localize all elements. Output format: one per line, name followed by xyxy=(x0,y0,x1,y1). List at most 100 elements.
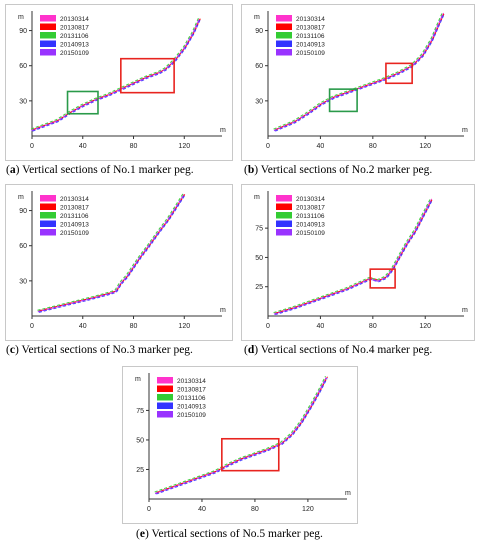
y-tick-label: 25 xyxy=(255,284,263,291)
legend-label: 20131106 xyxy=(60,33,89,40)
caption-label-e: e xyxy=(139,528,145,540)
legend-swatch xyxy=(40,40,56,47)
series-line-20140913 xyxy=(32,19,201,132)
series-line-20150109 xyxy=(37,194,185,313)
highlight-box-green xyxy=(328,88,358,113)
legend-label: 20130314 xyxy=(177,378,206,385)
y-tick-label: 75 xyxy=(255,226,263,233)
panel-d: 0 40 80 120 25 50 75 m m 20130314 20130817 20131106… xyxy=(241,184,475,341)
x-axis-label: m xyxy=(462,307,468,314)
legend-label: 20150109 xyxy=(60,50,89,57)
x-tick-label: 40 xyxy=(79,323,87,330)
legend-swatch xyxy=(276,229,292,236)
legend-label: 20130314 xyxy=(296,16,325,23)
highlight-box-red xyxy=(385,62,413,85)
highlight-box-red xyxy=(369,268,396,289)
x-tick-label: 120 xyxy=(178,323,190,330)
y-axis-label: m xyxy=(18,14,24,21)
x-tick-label: 120 xyxy=(419,143,431,150)
series-line-20130817 xyxy=(156,376,328,494)
legend-swatch xyxy=(40,212,56,219)
caption-label-b: b xyxy=(247,164,255,176)
y-tick-label: 25 xyxy=(136,467,144,474)
legend-label: 20131106 xyxy=(296,33,325,40)
y-tick-label: 50 xyxy=(255,255,263,262)
series-line-20130817 xyxy=(275,12,446,131)
y-tick-label: 60 xyxy=(19,243,27,250)
caption-c: (c) Vertical sections of No.3 marker peg… xyxy=(6,344,193,356)
x-axis-label: m xyxy=(462,127,468,134)
legend-label: 20130314 xyxy=(296,196,325,203)
highlight-box-red xyxy=(221,437,280,472)
legend-swatch xyxy=(157,394,173,401)
series-line-20150109 xyxy=(154,377,327,495)
x-axis-label: m xyxy=(345,490,351,497)
chart-svg: 0 40 80 120 30 60 90 m m 20130314 2013081720131106… xyxy=(254,11,468,150)
legend-label: 20150109 xyxy=(177,412,206,419)
legend-label: 20150109 xyxy=(296,50,325,57)
legend-label: 20130314 xyxy=(60,16,89,23)
x-tick-label: 120 xyxy=(302,506,314,513)
x-axis-label: m xyxy=(220,127,226,134)
x-tick-label: 80 xyxy=(369,143,377,150)
series-line-20150109 xyxy=(31,19,200,132)
legend-label: 20150109 xyxy=(60,230,89,237)
legend-label: 20130314 xyxy=(60,196,89,203)
legend-label: 20140913 xyxy=(296,42,325,49)
legend-label: 20131106 xyxy=(177,395,206,402)
y-tick-label: 75 xyxy=(136,408,144,415)
caption-e: (e) Vertical sections of No.5 marker peg… xyxy=(136,528,323,540)
series-line-20140913 xyxy=(38,194,186,313)
legend-swatch xyxy=(276,49,292,56)
legend-label: 20131106 xyxy=(296,213,325,220)
y-tick-label: 90 xyxy=(255,28,263,35)
x-tick-label: 40 xyxy=(317,143,325,150)
legend-label: 20130817 xyxy=(177,387,206,394)
legend-label: 20140913 xyxy=(60,42,89,49)
y-axis-label: m xyxy=(254,194,260,201)
caption-text-a: Vertical sections of No.1 marker peg. xyxy=(22,164,194,176)
legend-swatch xyxy=(40,23,56,30)
legend-swatch xyxy=(276,23,292,30)
chart-svg: 0 40 80 120 30 60 90 m m 20130314 2013081720131106… xyxy=(18,11,226,150)
legend-swatch xyxy=(276,15,292,22)
y-tick-label: 30 xyxy=(19,98,27,105)
chart-svg: 0 40 80 120 25 50 75 m m 20130314 2013081720131106… xyxy=(254,191,468,330)
series-line-20140913 xyxy=(275,199,433,316)
panel-c: 0 40 80 120 30 60 90 m m 20130314 20130817 20131106… xyxy=(5,184,233,341)
legend-swatch xyxy=(157,411,173,418)
caption-text-b: Vertical sections of No.2 marker peg. xyxy=(260,164,433,176)
x-tick-label: 120 xyxy=(178,143,190,150)
series-line-20130817 xyxy=(32,18,202,131)
highlight-box-green xyxy=(66,90,99,115)
series-line-20131106 xyxy=(37,192,184,311)
x-tick-label: 80 xyxy=(369,323,377,330)
series-line-20140913 xyxy=(274,13,445,132)
x-tick-label: 0 xyxy=(30,143,34,150)
y-axis-label: m xyxy=(254,14,260,21)
legend-label: 20130817 xyxy=(60,25,89,32)
caption-label-a: a xyxy=(9,164,16,176)
chart-svg: 0 40 80 120 30 60 90 m m 20130314 2013081720131106… xyxy=(18,191,226,330)
x-tick-label: 40 xyxy=(317,323,325,330)
x-tick-label: 0 xyxy=(30,323,34,330)
legend-label: 20131106 xyxy=(60,213,89,220)
legend-swatch xyxy=(40,15,56,22)
x-tick-label: 0 xyxy=(147,506,151,513)
caption-text-c: Vertical sections of No.3 marker peg. xyxy=(21,344,193,356)
legend-swatch xyxy=(276,203,292,210)
legend-label: 20130817 xyxy=(60,205,89,212)
y-tick-label: 30 xyxy=(255,98,263,105)
legend-swatch xyxy=(276,40,292,47)
legend-label: 20140913 xyxy=(60,222,89,229)
x-tick-label: 120 xyxy=(419,323,431,330)
caption-text-e: Vertical sections of No.5 marker peg. xyxy=(151,528,323,540)
y-tick-label: 90 xyxy=(19,208,27,215)
series-line-20140913 xyxy=(156,378,328,495)
x-tick-label: 0 xyxy=(266,143,270,150)
legend-label: 20130817 xyxy=(296,25,325,32)
legend-swatch xyxy=(40,49,56,56)
legend-label: 20150109 xyxy=(296,230,325,237)
legend-swatch xyxy=(276,212,292,219)
x-tick-label: 0 xyxy=(266,323,270,330)
